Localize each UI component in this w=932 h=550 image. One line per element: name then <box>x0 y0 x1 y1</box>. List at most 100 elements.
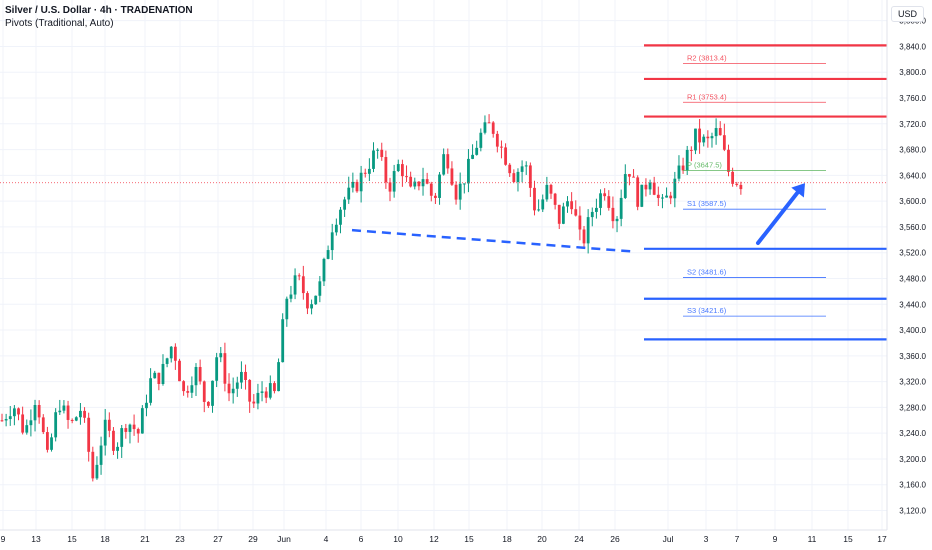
candle <box>87 412 91 462</box>
candle <box>244 364 247 390</box>
candle-body <box>714 128 718 137</box>
candle-body <box>735 183 739 185</box>
candle-body <box>524 165 528 167</box>
candle-body <box>260 391 264 393</box>
x-tick-label: 29 <box>248 534 258 544</box>
candle-body <box>50 437 53 450</box>
candle <box>661 194 664 209</box>
candle-body <box>277 362 280 392</box>
candle <box>120 424 124 458</box>
candle-body <box>62 405 66 411</box>
candle-body <box>281 319 285 363</box>
candle-body <box>112 430 115 451</box>
candle-body <box>516 171 520 182</box>
candle-body <box>619 197 623 219</box>
candle-body <box>702 136 706 143</box>
y-tick-label: 3,520.0 <box>899 249 926 258</box>
candle-body <box>425 179 429 184</box>
x-tick-label: Jun <box>277 534 291 544</box>
candle-body <box>178 360 181 382</box>
candle <box>681 157 685 174</box>
candle <box>355 179 359 193</box>
candle-body <box>310 304 313 309</box>
candle <box>33 399 37 432</box>
candle-body <box>326 250 330 259</box>
candle-body <box>74 417 78 421</box>
candle <box>330 223 334 260</box>
candle <box>673 171 677 208</box>
candle <box>706 130 710 148</box>
candle-body <box>145 402 148 409</box>
candle-body <box>384 157 388 183</box>
candle-body <box>467 158 470 184</box>
candle-body <box>343 199 347 210</box>
candle-body <box>153 372 157 379</box>
pivot-label: R2 (3813.4) <box>687 54 727 63</box>
candle-body <box>297 275 301 277</box>
candle <box>727 144 730 177</box>
candle-body <box>95 464 99 479</box>
candle <box>128 423 132 444</box>
candle <box>37 400 41 424</box>
candle-body <box>202 381 206 402</box>
candle-body <box>450 168 454 185</box>
candle-body <box>566 201 569 207</box>
candle <box>450 161 454 186</box>
candle-body <box>595 207 598 212</box>
candle-body <box>306 293 309 309</box>
candle <box>256 383 260 410</box>
candle <box>557 204 561 230</box>
currency-badge[interactable]: USD <box>890 6 924 22</box>
candle-body <box>553 193 557 205</box>
candle <box>0 413 4 422</box>
candle <box>50 433 53 452</box>
candle-body <box>665 195 668 198</box>
candle <box>206 401 210 408</box>
candle <box>615 216 619 233</box>
indicator-label[interactable]: Pivots (Traditional, Auto) <box>5 18 114 29</box>
candle <box>607 190 611 211</box>
candle <box>306 291 309 315</box>
candle <box>227 373 231 402</box>
y-tick-label: 3,440.0 <box>899 300 926 309</box>
candle <box>689 146 693 162</box>
candle-body <box>537 209 541 211</box>
x-tick-label: 15 <box>464 534 474 544</box>
x-tick-label: Jul <box>663 534 674 544</box>
candle-body <box>322 258 326 282</box>
candle <box>285 296 289 327</box>
candle-body <box>718 128 722 136</box>
candle-body <box>227 383 231 394</box>
candle <box>595 198 598 219</box>
candle-body <box>632 176 635 178</box>
candle-body <box>475 147 479 155</box>
candle-body <box>479 132 483 148</box>
candle <box>425 172 429 185</box>
candle-body <box>367 168 371 174</box>
candle <box>479 128 483 152</box>
candle <box>611 196 615 229</box>
candle <box>116 442 119 459</box>
candle-body <box>223 353 227 384</box>
candle <box>4 413 8 427</box>
candle-body <box>508 164 512 174</box>
candle-body <box>528 165 532 188</box>
candle <box>334 218 338 236</box>
y-tick-label: 3,120.0 <box>899 507 926 516</box>
candle-body <box>442 154 446 175</box>
y-tick-label: 3,600.0 <box>899 197 926 206</box>
pivot-label: S1 (3587.5) <box>687 199 727 208</box>
candle-body <box>248 379 252 402</box>
candle <box>648 179 652 195</box>
candle-body <box>607 196 611 208</box>
candle-body <box>359 172 363 192</box>
candle-body <box>500 146 503 148</box>
candle-body <box>491 122 495 134</box>
candle-body <box>21 414 25 433</box>
candle <box>561 202 565 225</box>
candle <box>260 381 264 402</box>
candle <box>62 400 66 414</box>
candle <box>136 427 140 443</box>
candle-body <box>29 420 33 426</box>
